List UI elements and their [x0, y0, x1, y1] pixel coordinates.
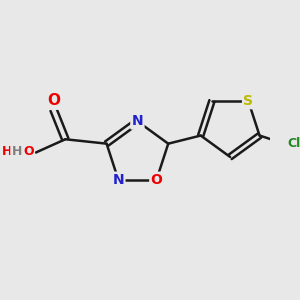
Text: Cl: Cl	[287, 137, 300, 150]
Text: O: O	[47, 93, 60, 108]
Text: HO: HO	[2, 145, 22, 158]
Text: N: N	[112, 173, 124, 187]
Text: N: N	[132, 114, 143, 128]
Text: H: H	[11, 145, 22, 158]
Text: O: O	[151, 173, 162, 187]
Text: O: O	[23, 145, 34, 158]
Text: S: S	[243, 94, 253, 108]
